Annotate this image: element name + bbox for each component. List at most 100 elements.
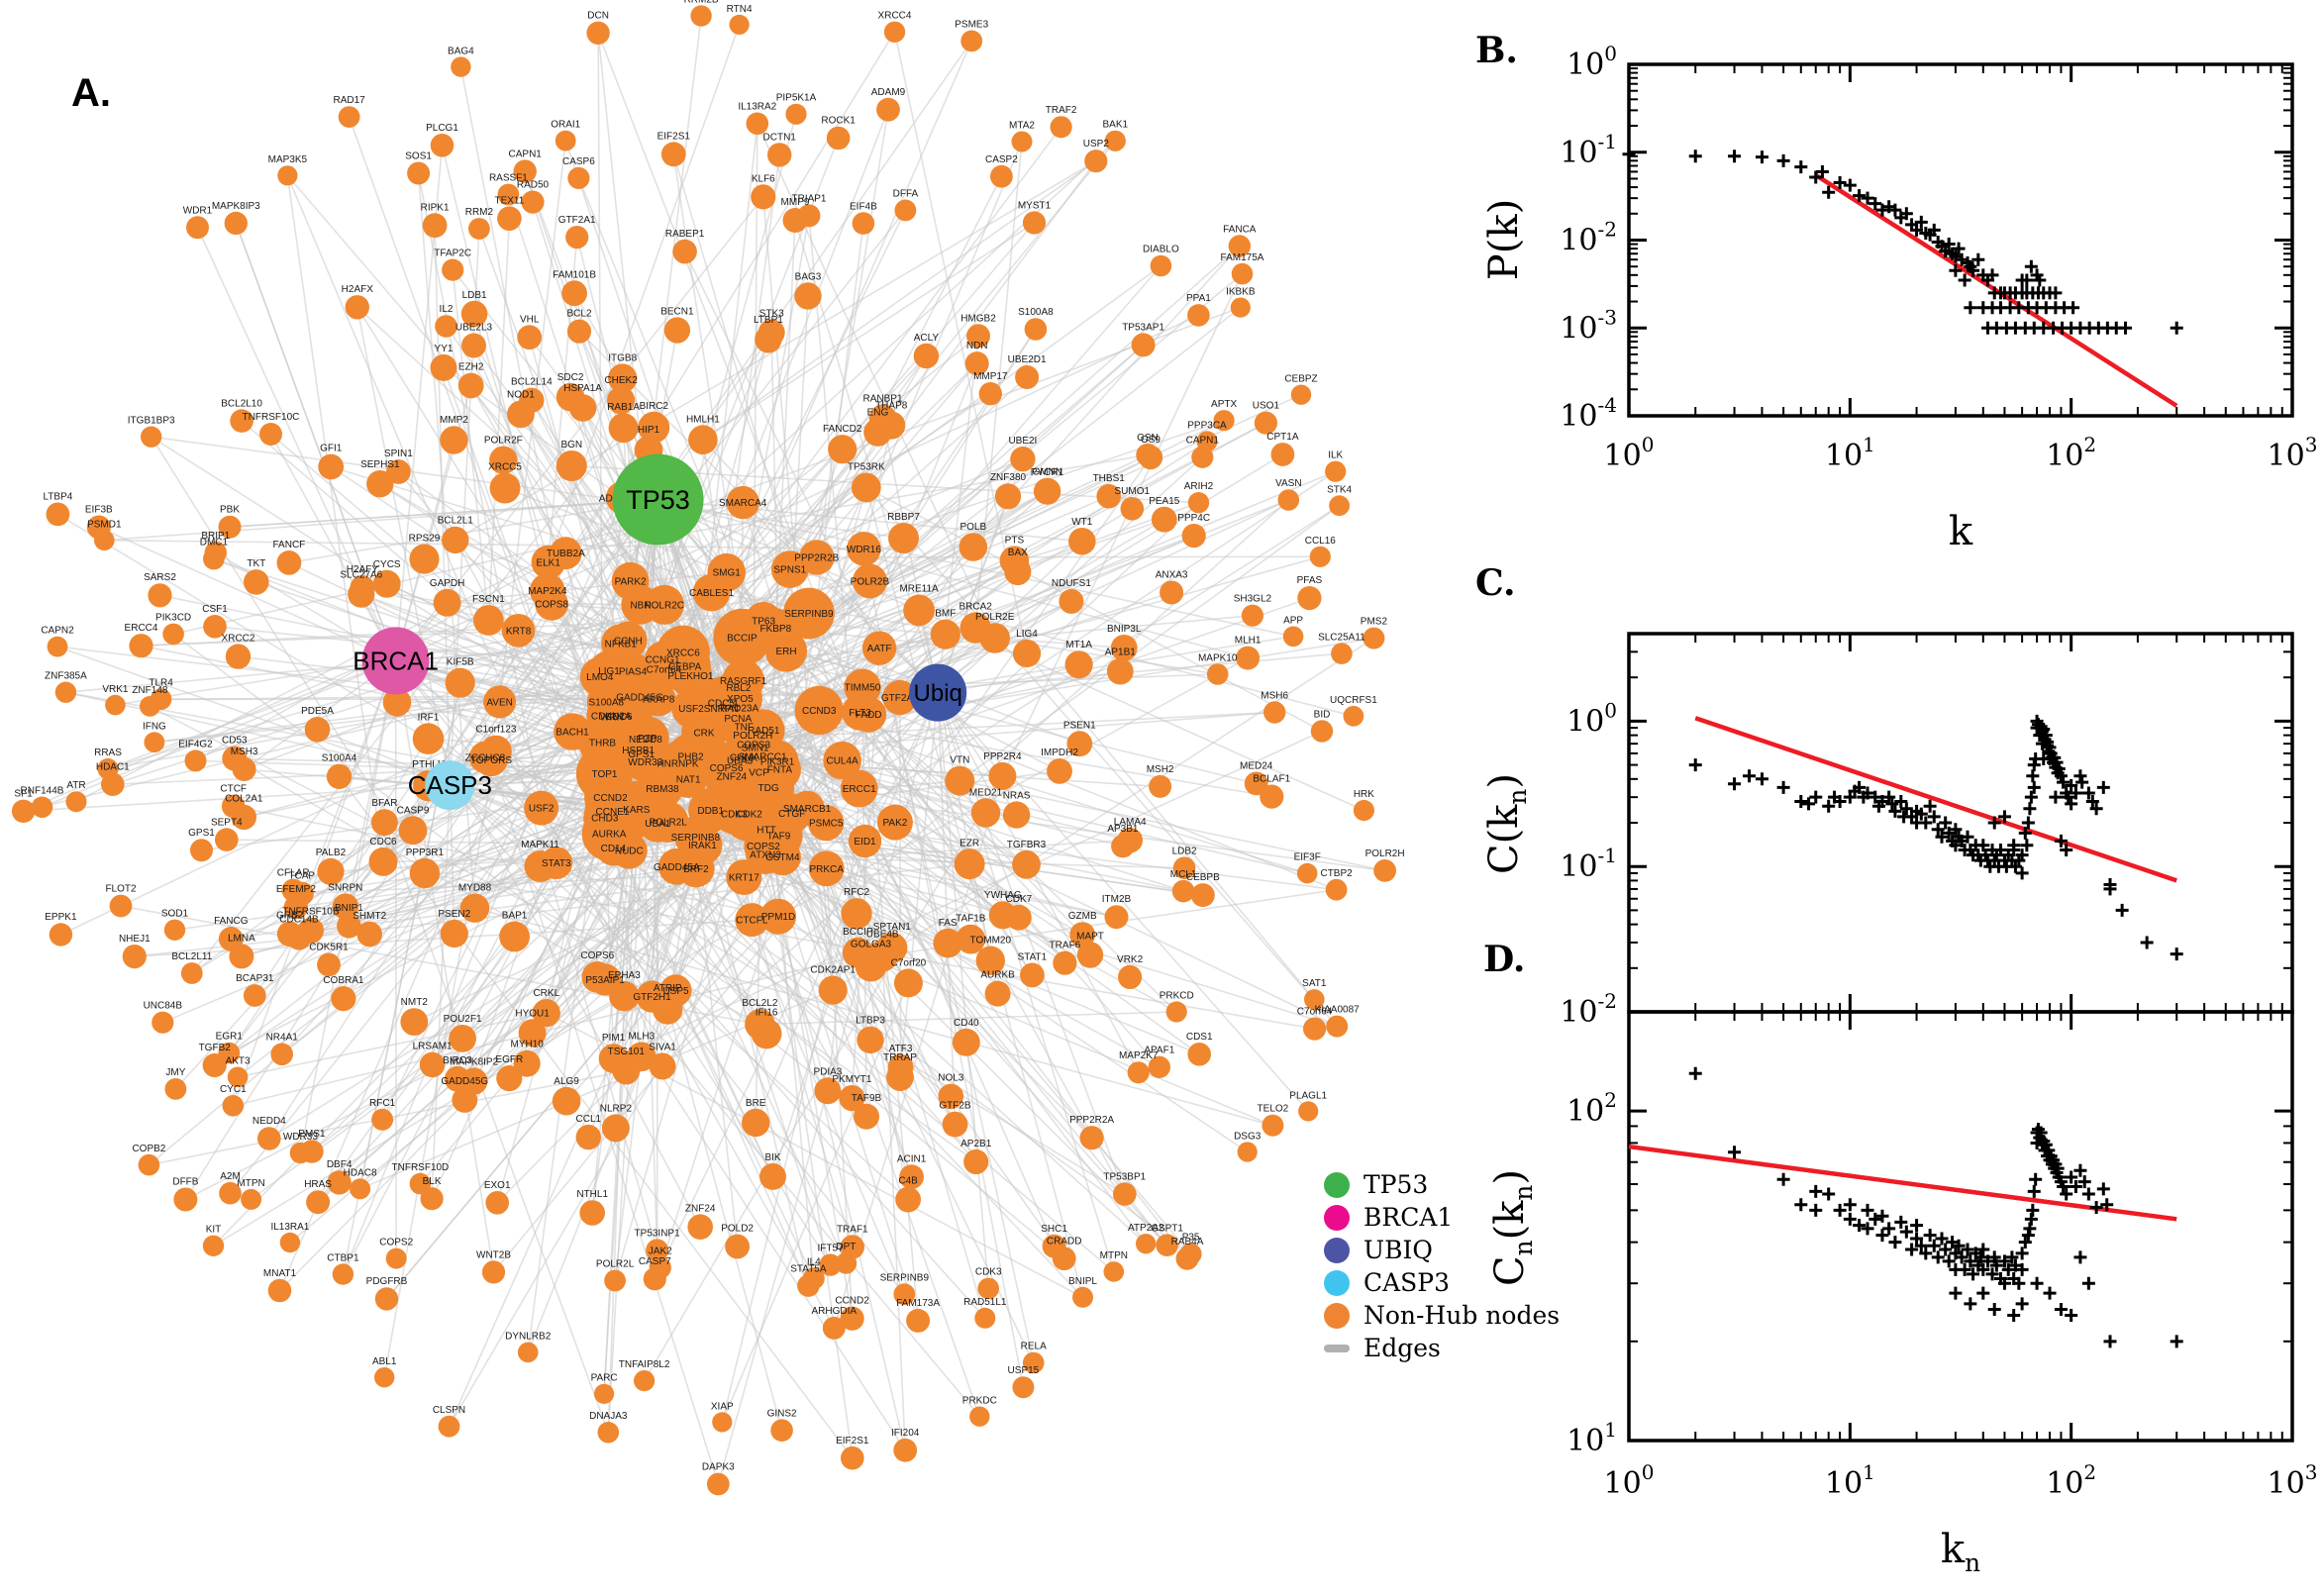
hub-node-label: TP53	[626, 485, 690, 515]
panel-a-label: A.	[71, 71, 111, 115]
scatter-point	[2065, 797, 2078, 811]
network-node	[438, 1415, 460, 1438]
scatter-point	[1875, 1209, 1889, 1223]
fit-line	[1628, 1144, 2177, 1222]
scatter-point	[2170, 1335, 2183, 1348]
network-node-label: PDE5A	[301, 706, 334, 717]
fit-line	[1694, 716, 2177, 883]
network-node-label: CTGF	[778, 809, 805, 820]
network-node-label: MTPN	[237, 1178, 264, 1189]
scatter-point	[1964, 1297, 1977, 1311]
network-node-label: UBE2D1	[1008, 354, 1047, 365]
network-node-label: PMS1	[298, 1129, 326, 1140]
scatter-point	[1997, 1254, 2011, 1268]
network-node	[1237, 1142, 1258, 1162]
network-node	[1310, 720, 1334, 743]
network-node	[173, 1187, 198, 1212]
scatter-point	[2005, 1250, 2019, 1264]
network-node	[370, 809, 398, 837]
network-node	[1015, 365, 1040, 389]
network-node-label: LDB2	[1172, 846, 1197, 856]
network-edge	[758, 570, 1019, 773]
legend-label: UBIQ	[1364, 1236, 1433, 1264]
network-node	[899, 1164, 924, 1190]
network-node	[1363, 627, 1385, 649]
network-node-label: HNRNPK	[656, 759, 699, 770]
scatter-point	[2054, 769, 2068, 783]
network-node	[371, 1108, 394, 1131]
network-node	[449, 1025, 476, 1052]
network-node-label: CAPN2	[41, 626, 74, 637]
network-node-label: PIM1	[602, 1033, 626, 1044]
scatter-point	[1910, 1219, 1924, 1233]
network-node	[1012, 639, 1042, 668]
hub-node-label: BRCA1	[353, 646, 439, 675]
network-node	[863, 418, 892, 447]
network-node	[1325, 878, 1348, 901]
network-node-label: CHD3	[591, 814, 619, 825]
scatter-point	[1973, 1250, 1987, 1264]
network-node-label: CDC5L	[708, 699, 741, 710]
network-node-label: RNF144B	[21, 785, 64, 796]
network-node	[828, 435, 858, 464]
network-node-label: TP63	[752, 616, 775, 627]
network-node	[225, 644, 252, 669]
network-node-label: NFKB1	[605, 640, 638, 650]
network-node-label: TCAP	[288, 871, 315, 882]
network-node	[497, 183, 520, 206]
network-edge	[431, 785, 452, 1199]
network-node	[1079, 1126, 1104, 1150]
network-node	[444, 1065, 470, 1092]
network-node-label: MNAT1	[263, 1268, 297, 1279]
network-node-label: TP53BP1	[1103, 1171, 1146, 1182]
network-node-label: NLRP2	[600, 1103, 633, 1114]
scatter-point	[2065, 1308, 2078, 1322]
legend-item-tp53: TP53	[1324, 1170, 1560, 1199]
network-node-label: PYCR1	[1031, 467, 1064, 478]
network-node-label: MSH2	[1147, 764, 1174, 775]
network-node-label: P35	[1182, 1233, 1200, 1244]
scatter-point	[2057, 775, 2070, 789]
network-node-label: XPO5	[727, 694, 754, 705]
scatter-point	[1843, 178, 1857, 192]
network-node	[601, 1114, 630, 1143]
network-edge	[825, 822, 1192, 1255]
network-node	[636, 980, 668, 1013]
scatter-point	[1927, 810, 1941, 824]
scatter-point	[1809, 170, 1823, 184]
network-edge	[702, 160, 1097, 441]
network-node-label: MCL1	[1170, 869, 1197, 880]
network-node-label: SPIN1	[384, 449, 413, 459]
network-node-label: POLR2F	[484, 436, 523, 447]
network-node	[1298, 1101, 1319, 1122]
y-tick-label: 10-3	[1560, 305, 1617, 346]
network-node	[489, 446, 518, 474]
scatter-point	[2073, 1250, 2087, 1264]
network-node-label: ZNF380	[990, 472, 1027, 483]
network-node	[770, 1419, 793, 1442]
network-edge	[721, 982, 910, 1423]
scatter-point	[1861, 1203, 1874, 1217]
scatter-point	[2096, 780, 2110, 794]
network-node	[1290, 384, 1312, 405]
network-panel: A. ZNF24 C7orf64 CDC6 S100A8 GPS1 BCCIP USF2 CD…	[11, 0, 1405, 1496]
network-node-label: BECN1	[660, 306, 694, 317]
network-node-label: BRCA2	[960, 601, 993, 612]
network-edge	[441, 145, 553, 605]
network-node	[808, 805, 845, 842]
network-node-label: LIG4	[1016, 629, 1038, 640]
network-node	[138, 1153, 160, 1176]
axis-ticks	[1629, 634, 2292, 1012]
network-node-label: LTBP4	[43, 492, 72, 503]
network-node-label: BCL2	[566, 309, 591, 320]
network-node	[930, 619, 960, 649]
scatter-point	[2096, 1182, 2110, 1196]
network-node	[46, 502, 70, 527]
network-node-label: APP	[1283, 616, 1303, 627]
scatter-point	[2081, 1276, 2095, 1290]
network-node-label: UNC84B	[144, 1001, 183, 1012]
network-node-label: HMLH1	[686, 414, 720, 425]
network-node-label: PDGFRB	[366, 1276, 408, 1287]
network-node-label: NMT2	[401, 997, 429, 1008]
